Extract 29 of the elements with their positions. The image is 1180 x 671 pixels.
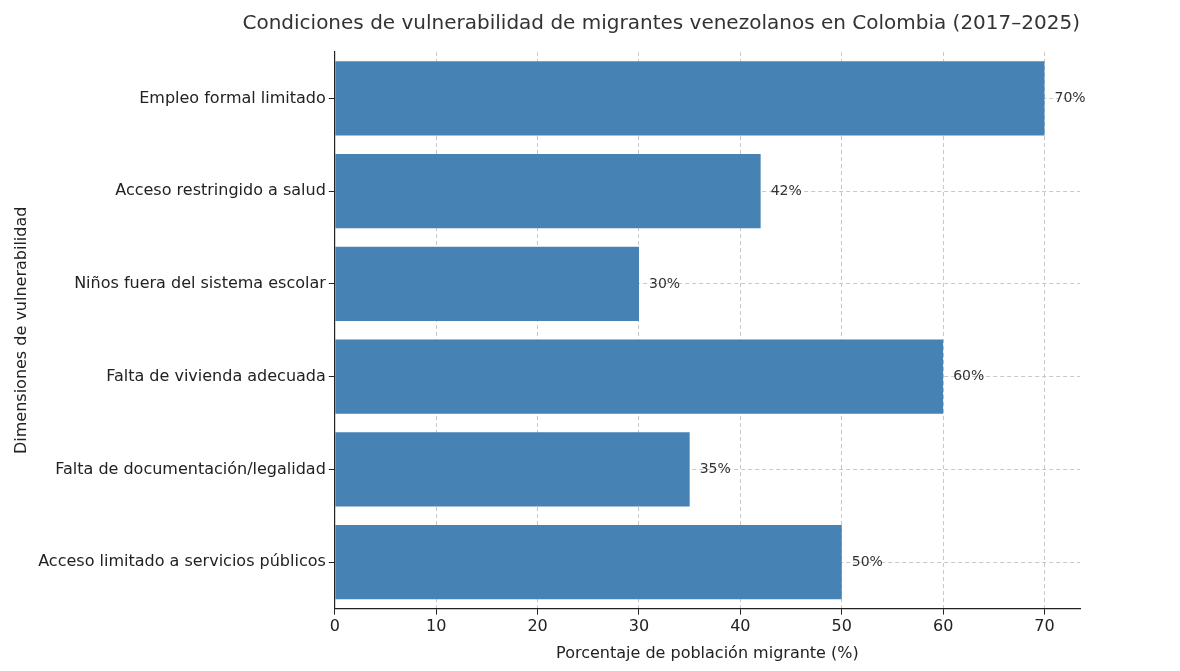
data-label: 50% — [851, 552, 883, 569]
y-tick-label: Empleo formal limitado — [139, 87, 326, 107]
y-tick-label: Niños fuera del sistema escolar — [74, 273, 327, 293]
data-label: 30% — [648, 274, 681, 291]
data-label: 60% — [953, 367, 985, 384]
chart-title: Condiciones de vulnerabilidad de migrantes venezolanos en Colombia (2017–2025) — [242, 10, 1080, 35]
bar — [335, 525, 842, 600]
y-tick-label: Acceso limitado a servicios públicos — [38, 551, 326, 571]
bar — [335, 246, 639, 322]
x-tick-label: 30 — [628, 616, 650, 636]
x-axis-title: Porcentaje de población migrante (%) — [556, 642, 859, 662]
data-label: 70% — [1054, 89, 1086, 106]
y-tick-label: Falta de documentación/legalidad — [55, 458, 326, 478]
y-tick-label: Falta de vivienda adecuada — [106, 365, 326, 385]
x-tick-label: 70 — [1034, 616, 1055, 636]
x-tick-label: 10 — [426, 616, 447, 636]
bar — [335, 339, 944, 414]
x-tick-label: 40 — [730, 616, 751, 636]
x-tick-label: 60 — [932, 616, 954, 636]
data-label: 42% — [770, 181, 802, 198]
y-tick-label: Acceso restringido a salud — [115, 180, 326, 200]
y-axis-title: Dimensiones de vulnerabilidad — [10, 206, 30, 455]
data-label: 35% — [699, 460, 731, 477]
x-tick-label: 50 — [831, 616, 852, 636]
x-tick-label: 20 — [527, 616, 548, 636]
bar — [335, 61, 1045, 136]
bar — [335, 154, 761, 229]
x-tick-label: 0 — [329, 616, 340, 636]
bar — [335, 432, 690, 507]
